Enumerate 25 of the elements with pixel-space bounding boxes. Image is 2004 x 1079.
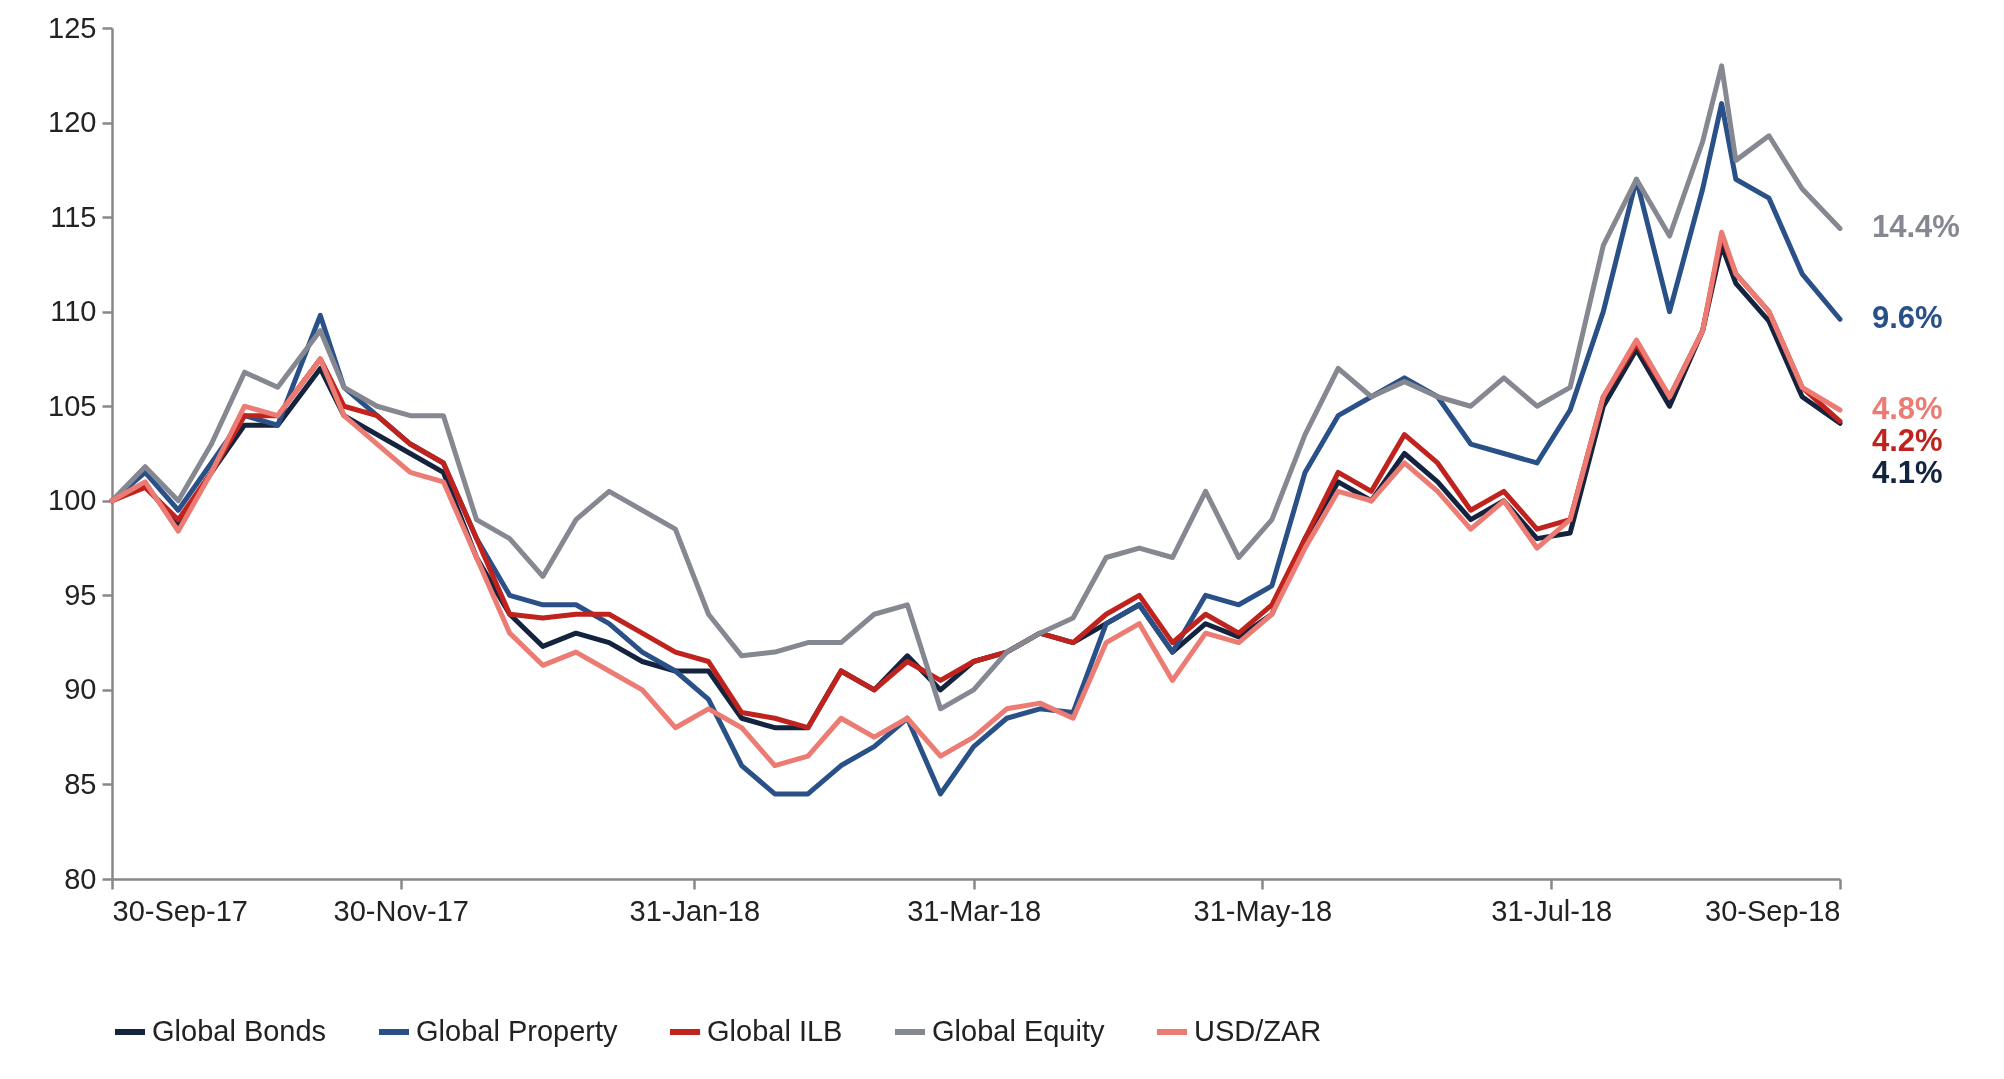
annotation: 14.4%	[1872, 209, 1960, 245]
legend-label: Global Property	[416, 1015, 618, 1047]
x-tick-label: 31-Jan-18	[629, 894, 761, 927]
y-tick-label: 115	[50, 200, 97, 233]
y-tick-label: 120	[48, 106, 97, 139]
annotation: 4.8%	[1872, 391, 1943, 426]
y-tick-label: 80	[64, 862, 97, 895]
y-tick-label: 90	[64, 673, 97, 706]
x-tick-label: 30-Sep-18	[1705, 894, 1841, 927]
x-tick-label: 31-Mar-18	[907, 894, 1042, 927]
legend-label: Global Equity	[932, 1015, 1105, 1047]
x-tick-label: 31-May-18	[1193, 894, 1333, 927]
x-tick-label: 30-Sep-17	[112, 894, 248, 927]
y-tick-label: 125	[48, 11, 97, 44]
y-tick-label: 85	[64, 767, 97, 800]
legend-label: Global ILB	[707, 1015, 843, 1047]
y-tick-label: 110	[50, 295, 97, 328]
annotation: 9.6%	[1872, 300, 1943, 336]
y-tick-label: 105	[48, 389, 97, 422]
x-tick-label: 30-Nov-17	[333, 894, 469, 927]
x-tick-label: 31-Jul-18	[1491, 894, 1613, 927]
legend-label: Global Bonds	[152, 1015, 327, 1047]
y-tick-label: 95	[64, 578, 97, 611]
y-tick-label: 100	[48, 484, 97, 517]
legend-label: USD/ZAR	[1194, 1015, 1322, 1047]
